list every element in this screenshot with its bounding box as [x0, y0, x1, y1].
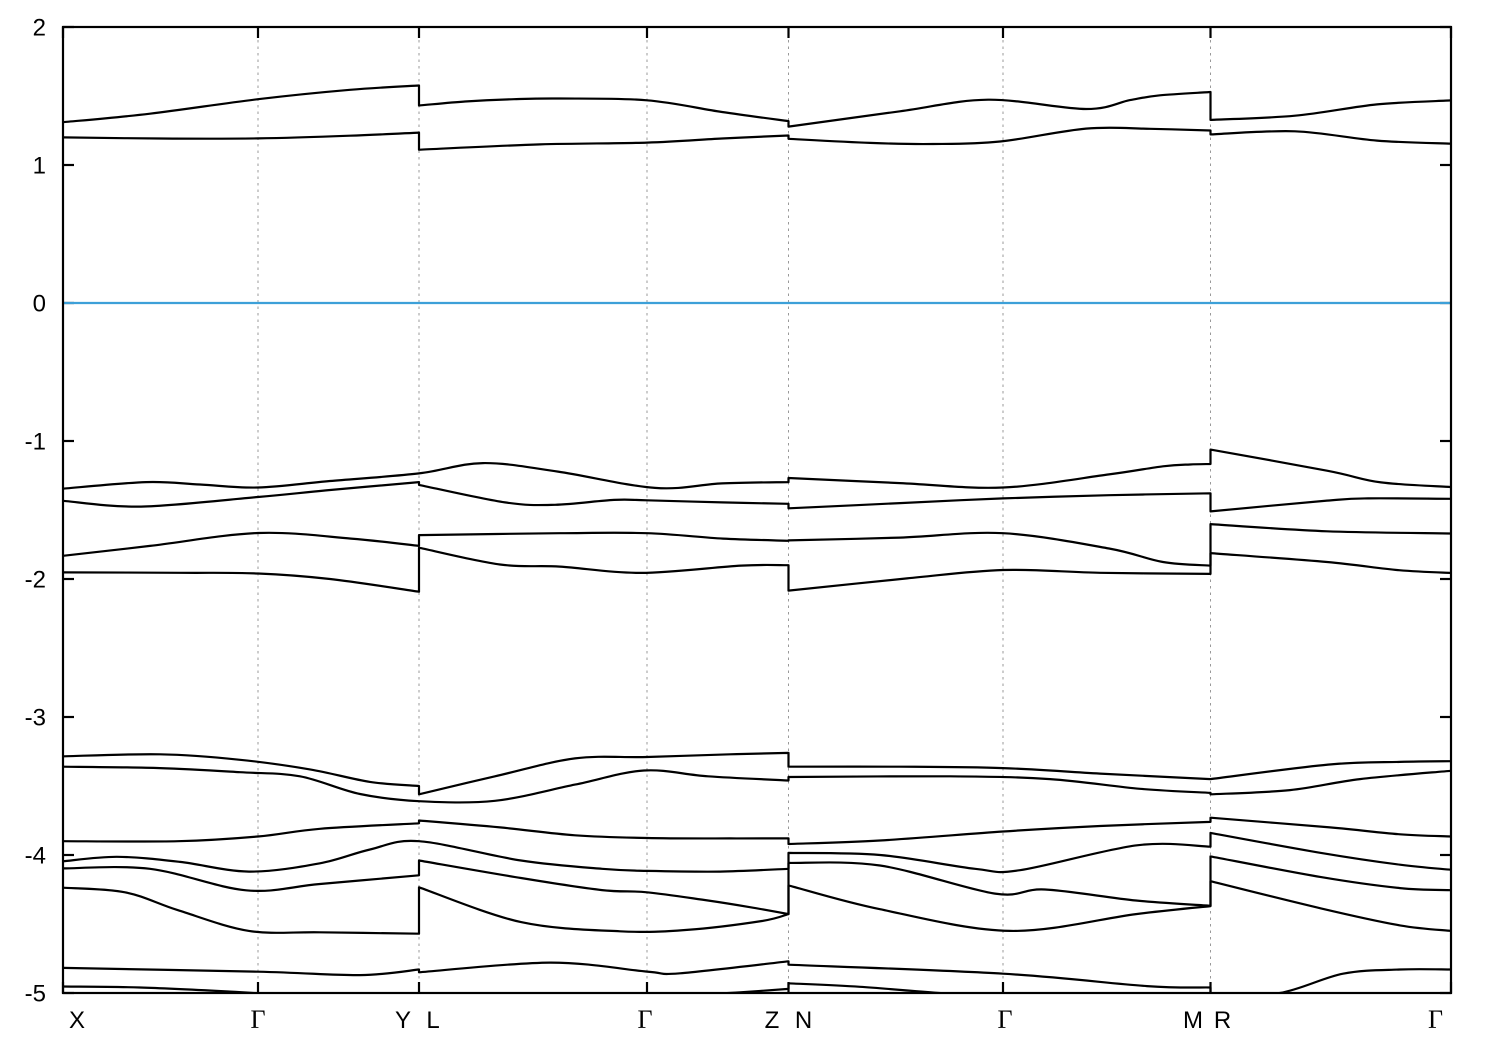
- svg-text:R: R: [1214, 1007, 1231, 1034]
- svg-text:Γ: Γ: [1428, 1005, 1443, 1034]
- svg-text:X: X: [69, 1007, 85, 1034]
- svg-text:N: N: [795, 1007, 812, 1034]
- svg-text:M: M: [1183, 1007, 1203, 1034]
- svg-text:Γ: Γ: [250, 1005, 265, 1034]
- svg-text:-3: -3: [25, 705, 46, 732]
- svg-text:Γ: Γ: [637, 1005, 652, 1034]
- svg-text:Z: Z: [765, 1007, 780, 1034]
- svg-text:-4: -4: [25, 843, 46, 870]
- svg-text:-5: -5: [25, 981, 46, 1008]
- svg-text:2: 2: [33, 15, 46, 42]
- svg-text:1: 1: [33, 153, 46, 180]
- svg-text:Γ: Γ: [997, 1005, 1012, 1034]
- svg-text:0: 0: [33, 291, 46, 318]
- svg-text:-2: -2: [25, 567, 46, 594]
- svg-text:-1: -1: [25, 429, 46, 456]
- svg-text:Y: Y: [395, 1007, 411, 1034]
- svg-text:L: L: [426, 1007, 439, 1034]
